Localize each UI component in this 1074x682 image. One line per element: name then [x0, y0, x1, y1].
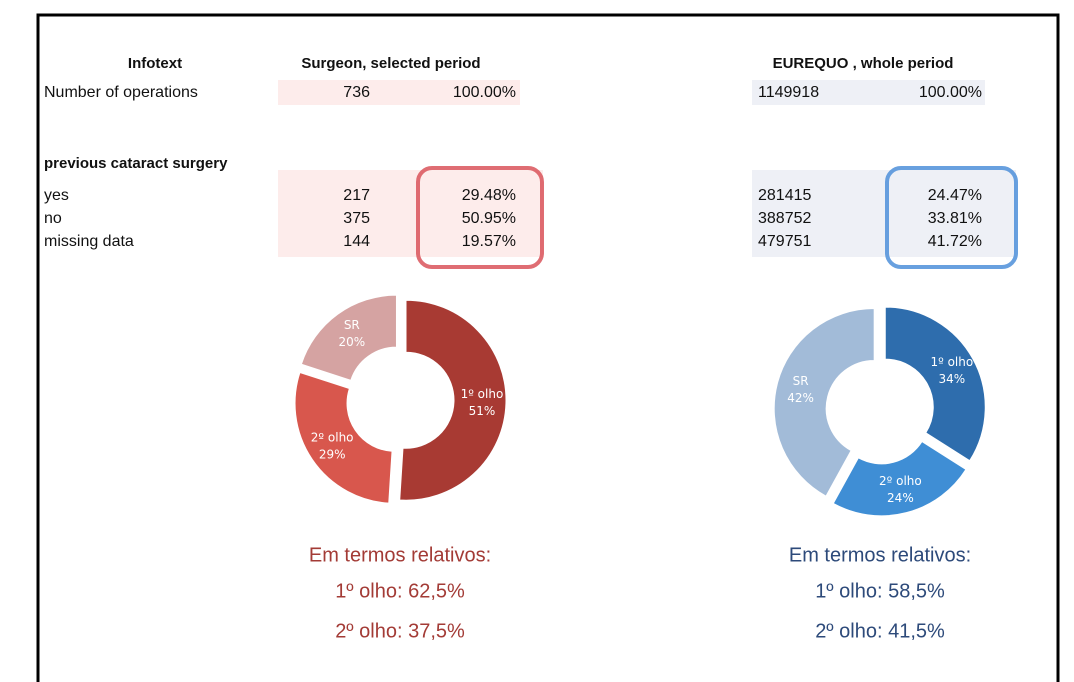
- slice-value: 20%: [338, 335, 365, 349]
- cell: 50.95%: [462, 210, 516, 227]
- cell: 100.00%: [453, 84, 516, 101]
- note-title: Em termos relativos:: [789, 544, 971, 566]
- slice-value: 51%: [469, 404, 496, 418]
- cell: 217: [343, 187, 370, 204]
- donut-slice: [884, 306, 986, 462]
- note-title: Em termos relativos:: [309, 544, 491, 566]
- note-line: 1º olho: 58,5%: [815, 580, 945, 602]
- eurequo-bg: [752, 80, 985, 105]
- slice-label: SR: [344, 318, 360, 332]
- slice-value: 29%: [319, 448, 346, 462]
- cell: 736: [343, 84, 370, 101]
- cell: 1149918: [758, 84, 819, 101]
- header: Surgeon, selected period: [301, 55, 480, 72]
- cell: 375: [343, 210, 370, 227]
- donut-slice: [294, 371, 393, 504]
- cell: 281415: [758, 187, 811, 204]
- cell: 19.57%: [462, 233, 516, 250]
- highlight-box: [416, 166, 544, 269]
- cell: 29.48%: [462, 187, 516, 204]
- note-line: 1º olho: 62,5%: [335, 580, 465, 602]
- eurequo-bg: [752, 170, 1016, 257]
- cell: 144: [343, 233, 370, 250]
- row-label: Number of operations: [44, 84, 198, 101]
- note-line: 2º olho: 41,5%: [815, 620, 945, 642]
- row-label: no: [44, 210, 62, 227]
- frame: [36, 13, 1060, 682]
- slice-value: 24%: [887, 491, 914, 505]
- donut-slice: [832, 440, 967, 517]
- cell: 479751: [758, 233, 811, 250]
- highlight-box: [885, 166, 1018, 269]
- slice-value: 34%: [939, 372, 966, 386]
- row-label: yes: [44, 187, 69, 204]
- surgeon-bg: [278, 80, 520, 105]
- slice-label: 1º olho: [461, 387, 504, 401]
- slice-label: 2º olho: [879, 474, 922, 488]
- donut-slice: [399, 299, 507, 501]
- donut-slice: [773, 308, 875, 497]
- slice-label: SR: [793, 374, 809, 388]
- header: EUREQUO , whole period: [773, 55, 954, 72]
- cell: 33.81%: [928, 210, 982, 227]
- cell: 41.72%: [928, 233, 982, 250]
- header: Infotext: [128, 55, 182, 72]
- section-title: previous cataract surgery: [44, 155, 228, 172]
- slice-label: 1º olho: [930, 355, 973, 369]
- cell: 388752: [758, 210, 811, 227]
- slice-value: 42%: [787, 391, 814, 405]
- cell: 24.47%: [928, 187, 982, 204]
- cell: 100.00%: [919, 84, 982, 101]
- row-label: missing data: [44, 233, 134, 250]
- donut-slice: [300, 294, 397, 381]
- slice-label: 2º olho: [311, 431, 354, 445]
- surgeon-bg: [278, 170, 543, 257]
- note-line: 2º olho: 37,5%: [335, 620, 465, 642]
